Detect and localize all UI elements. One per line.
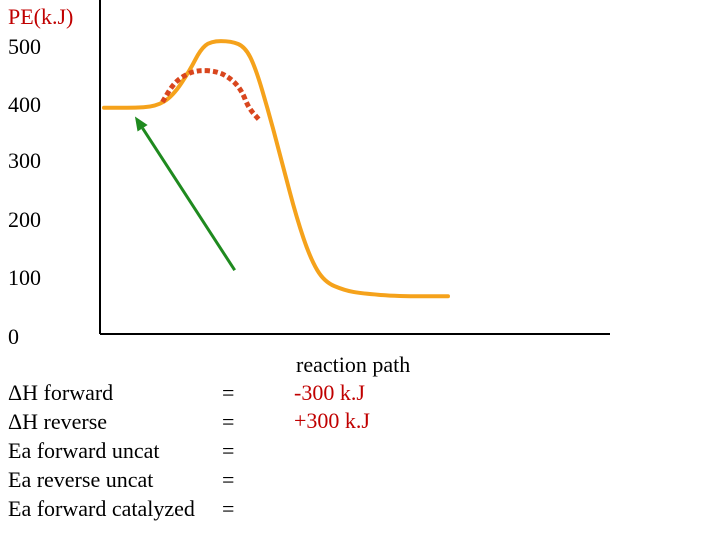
question-label: ΔH reverse [8,409,108,434]
arrow-shaft [141,127,236,272]
question-equals: = [222,467,235,492]
y-tick-label: 500 [8,34,41,59]
question-label: ΔH forward [8,380,114,405]
y-tick-label: 400 [8,92,41,117]
question-equals: = [222,438,235,463]
question-label: Ea forward uncat [8,438,160,463]
question-equals: = [222,409,235,434]
arrow-head-icon [134,116,148,132]
uncatalyzed-path-line [102,39,450,299]
y-axis-title: PE(k.J) [8,4,74,29]
question-equals: = [222,380,235,405]
answer-delta-h-forward: -300 k.J [294,380,365,405]
answer-delta-h-reverse: +300 k.J [294,408,370,433]
question-label: Ea forward catalyzed [8,496,195,521]
question-equals: = [222,496,235,521]
y-tick-label: 100 [8,265,41,290]
catalyzed-path-line [160,68,261,122]
y-tick-label: 0 [8,324,19,349]
y-tick-label: 200 [8,207,41,232]
question-label: Ea reverse uncat [8,467,154,492]
y-tick-label: 300 [8,148,41,173]
x-axis-title: reaction path [296,352,411,377]
